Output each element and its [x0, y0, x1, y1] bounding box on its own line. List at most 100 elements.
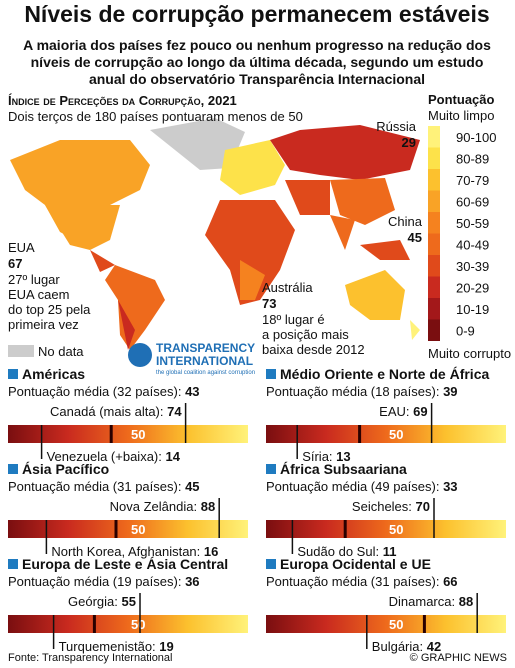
low-value: 13 [336, 449, 350, 464]
low-label: North Korea, Afghanistan: [51, 544, 200, 559]
average-label: Pontuação média (19 países): [8, 574, 181, 589]
region-icon [266, 464, 276, 474]
average-label: Pontuação média (49 países): [266, 479, 439, 494]
scale-mark: 50 [131, 522, 145, 537]
low-label: Síria: [302, 449, 332, 464]
average-label: Pontuação média (32 países): [8, 384, 181, 399]
low-value: 42 [427, 639, 441, 654]
map-note: baixa desde 2012 [262, 342, 365, 357]
region-icon [266, 559, 276, 569]
average-marker [343, 520, 347, 538]
average-value: 43 [185, 384, 199, 399]
map-label: EUA [8, 240, 35, 255]
average-value: 39 [443, 384, 457, 399]
low-label: Sudão do Sul: [297, 544, 379, 559]
scale-bar [8, 615, 248, 633]
legend-top: Muito limpo [428, 108, 494, 123]
legend-label: 30-39 [456, 259, 489, 274]
map-note: 18º lugar é [262, 312, 325, 327]
map-score: 73 [262, 296, 276, 311]
legend-swatch [428, 276, 440, 298]
low-text: Venezuela (+baixa): 14 [47, 449, 181, 464]
low-label: Bulgária: [372, 639, 423, 654]
logo: TRANSPARENCY INTERNATIONAL the global co… [128, 341, 255, 376]
legend-label: 20-29 [456, 280, 489, 295]
average-value: 66 [443, 574, 457, 589]
high-label: Canadá (mais alta): [50, 404, 163, 419]
high-label: Nova Zelândia: [110, 499, 197, 514]
legend-swatch [428, 212, 440, 234]
subtitle: A maioria dos países fez pouco ou nenhum… [23, 37, 491, 53]
legend-swatch [428, 319, 440, 341]
source: Fonte: Transparency International [8, 652, 172, 664]
legend-label: 70-79 [456, 173, 489, 188]
scale-mark: 50 [389, 522, 403, 537]
region-title: Ásia Pacífico [22, 461, 109, 477]
high-value: 88 [459, 594, 473, 609]
scale-mark: 50 [389, 617, 403, 632]
map-score: 45 [408, 230, 422, 245]
average-label: Pontuação média (31 países): [8, 479, 181, 494]
scale-bar [8, 425, 248, 443]
legend-swatch [428, 147, 440, 169]
legend-swatch [428, 190, 440, 212]
region-title: Médio Oriente e Norte de África [280, 366, 489, 382]
legend-swatch [428, 169, 440, 191]
legend-label: 10-19 [456, 302, 489, 317]
average-line: Pontuação média (32 países): 43 [8, 384, 200, 399]
low-value: 14 [166, 449, 181, 464]
region-title: África Subsaariana [280, 461, 407, 477]
average-value: 36 [185, 574, 199, 589]
legend-title: Pontuação [428, 92, 495, 107]
map-note: EUA caem [8, 287, 69, 302]
scale-bar [266, 615, 506, 633]
credit: © GRAPHIC NEWS [410, 652, 507, 664]
high-text: Nova Zelândia: 88 [110, 499, 216, 514]
map-score: 29 [402, 135, 416, 150]
map-note: 27º lugar [8, 272, 60, 287]
legend-swatch [428, 126, 440, 148]
region-icon [8, 464, 18, 474]
average-marker [358, 425, 362, 443]
high-label: EAU: [379, 404, 409, 419]
map-label: Austrália [262, 280, 313, 295]
legend-label: 0-9 [456, 323, 475, 338]
average-marker [114, 520, 118, 538]
high-text: Dinamarca: 88 [389, 594, 474, 609]
high-label: Geórgia: [68, 594, 118, 609]
scale-mark: 50 [131, 427, 145, 442]
high-value: 70 [416, 499, 430, 514]
average-line: Pontuação média (31 países): 45 [8, 479, 200, 494]
legend-swatch [428, 255, 440, 277]
no-data-swatch [8, 345, 34, 357]
low-text: North Korea, Afghanistan: 16 [51, 544, 218, 559]
high-value: 55 [122, 594, 136, 609]
title: Níveis de corrupção permanecem estáveis [24, 1, 489, 27]
logo-text: INTERNATIONAL [156, 354, 253, 368]
map-title: Índice de Perceções da Corrupção, 2021 [8, 93, 237, 108]
low-text: Síria: 13 [302, 449, 350, 464]
average-line: Pontuação média (18 países): 39 [266, 384, 458, 399]
world-map [10, 118, 420, 350]
scale-bar [8, 520, 248, 538]
map-note: do top 25 pela [8, 302, 91, 317]
average-label: Pontuação média (18 países): [266, 384, 439, 399]
average-marker [109, 425, 113, 443]
high-text: Canadá (mais alta): 74 [50, 404, 182, 419]
scale-bar [266, 520, 506, 538]
subtitle: anual do observatório Transparência Inte… [89, 71, 425, 87]
legend-swatch [428, 298, 440, 320]
scale-mark: 50 [131, 617, 145, 632]
scale-bar [266, 425, 506, 443]
average-line: Pontuação média (31 países): 66 [266, 574, 458, 589]
high-text: EAU: 69 [379, 404, 427, 419]
low-value: 11 [383, 544, 397, 559]
map-note: a posição mais [262, 327, 349, 342]
scale-mark: 50 [389, 427, 403, 442]
high-label: Dinamarca: [389, 594, 455, 609]
legend-swatch [428, 233, 440, 255]
legend-label: 40-49 [456, 237, 489, 252]
map-subtitle: Dois terços de 180 países pontuaram meno… [8, 109, 303, 124]
logo-text: TRANSPARENCY [156, 341, 255, 355]
average-marker [422, 615, 426, 633]
